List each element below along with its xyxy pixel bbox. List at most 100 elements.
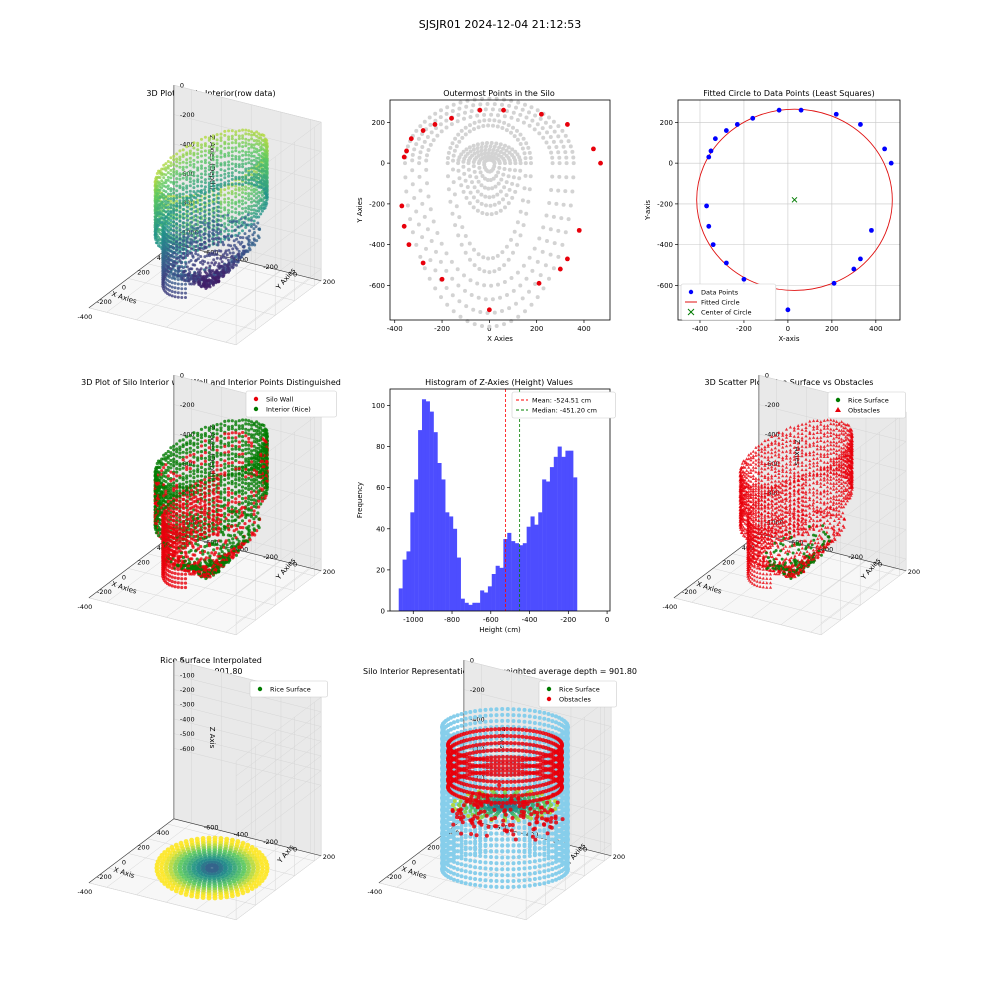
p4-point <box>239 507 243 511</box>
p1-point <box>175 184 179 188</box>
p1-point <box>166 171 170 175</box>
p2-grey-point <box>551 214 556 219</box>
p4-point <box>198 501 202 506</box>
p2-grey-point <box>490 186 495 191</box>
p1-point <box>215 158 219 162</box>
p1-point <box>166 205 170 209</box>
p1-point <box>178 219 182 223</box>
p1-point <box>191 254 195 258</box>
p1-point <box>265 202 269 205</box>
p4-point <box>183 572 188 576</box>
p4-point <box>169 521 173 526</box>
p2-grey-point <box>463 110 467 115</box>
p1-point <box>178 259 182 263</box>
p1-point <box>237 165 241 169</box>
p1-point <box>237 177 241 181</box>
p4-point <box>230 495 234 499</box>
p2-grey-point <box>465 98 470 103</box>
p1-point <box>172 204 176 207</box>
p1-point <box>250 151 254 155</box>
p4-point <box>194 534 198 539</box>
p2-grey-point <box>462 273 466 278</box>
p2-grey-point <box>477 267 482 271</box>
p1-point <box>178 215 182 218</box>
p2-grey-point <box>454 204 459 209</box>
p1-point <box>178 161 182 165</box>
p2-outer-point <box>406 242 412 248</box>
p1-point <box>244 210 248 213</box>
p1-point <box>216 205 220 209</box>
p2-grey-point <box>494 141 499 146</box>
p1-point <box>250 145 254 149</box>
p2-grey-point <box>480 141 485 146</box>
p1-point <box>175 152 179 156</box>
p4-point <box>236 542 240 546</box>
p2-grey-point <box>492 118 497 123</box>
p1-point <box>222 235 226 238</box>
p2-grey-point <box>425 227 430 232</box>
p2-grey-point <box>549 150 554 155</box>
p2-grey-point <box>414 142 419 147</box>
p1-point <box>252 219 256 223</box>
p1-point <box>169 192 173 196</box>
p1-point <box>172 242 176 246</box>
p4-point <box>230 488 234 492</box>
p4-point <box>169 451 173 455</box>
p1-point <box>186 249 189 253</box>
p1-point <box>224 227 228 231</box>
p1-point <box>198 234 202 237</box>
p2-outer-point <box>486 307 492 313</box>
p4-point <box>234 439 238 443</box>
p1-point <box>241 171 245 175</box>
p1-point <box>168 273 171 277</box>
p1-point <box>166 197 170 201</box>
p1-point <box>250 212 253 216</box>
p1-point <box>181 196 185 200</box>
p4-point <box>230 500 234 504</box>
p1-point <box>260 193 264 197</box>
p1-point <box>194 200 198 204</box>
p1-point <box>219 200 223 204</box>
p2-grey-point <box>417 161 422 166</box>
p1-point <box>245 249 249 253</box>
p1-point <box>173 286 177 290</box>
p4-point <box>257 491 261 495</box>
p4-ztick-label: -200 <box>180 401 195 409</box>
p1-point <box>241 178 245 182</box>
p2-ylabel: Y Axies <box>356 197 364 224</box>
p4-point <box>169 479 173 483</box>
p2-grey-point <box>466 167 471 172</box>
p4-point <box>175 507 179 511</box>
p4-point <box>212 514 216 518</box>
p4-point <box>206 563 210 567</box>
p2-grey-point <box>414 209 419 214</box>
p2-grey-point <box>444 251 449 256</box>
p4-point <box>182 497 186 502</box>
p1-point <box>257 201 261 205</box>
p3-ytick-label: 200 <box>660 119 673 127</box>
p4-point <box>175 516 179 520</box>
p1-point <box>247 218 251 222</box>
p1-point <box>244 206 248 210</box>
p1-point <box>247 173 251 177</box>
p1-point <box>252 227 256 231</box>
p1-point <box>219 210 223 214</box>
p2-grey-point <box>496 113 500 118</box>
p1-point <box>192 141 196 145</box>
p3-data-point <box>750 115 756 121</box>
p2-grey-point <box>520 107 525 112</box>
p1-gridline <box>173 114 322 152</box>
p4-point <box>207 533 211 537</box>
p4-point <box>241 443 245 447</box>
p1-point <box>219 132 223 136</box>
p3-xtick-label: 0 <box>786 325 790 333</box>
p2-grey-point <box>538 273 543 278</box>
p2-grey-point <box>511 288 516 293</box>
p1-point <box>221 270 225 274</box>
p4-point <box>231 537 235 541</box>
p2-grey-point <box>528 174 533 179</box>
p1-point <box>175 261 179 265</box>
p1-point <box>252 190 256 194</box>
p1-point <box>182 252 186 256</box>
p1-point <box>252 208 256 212</box>
